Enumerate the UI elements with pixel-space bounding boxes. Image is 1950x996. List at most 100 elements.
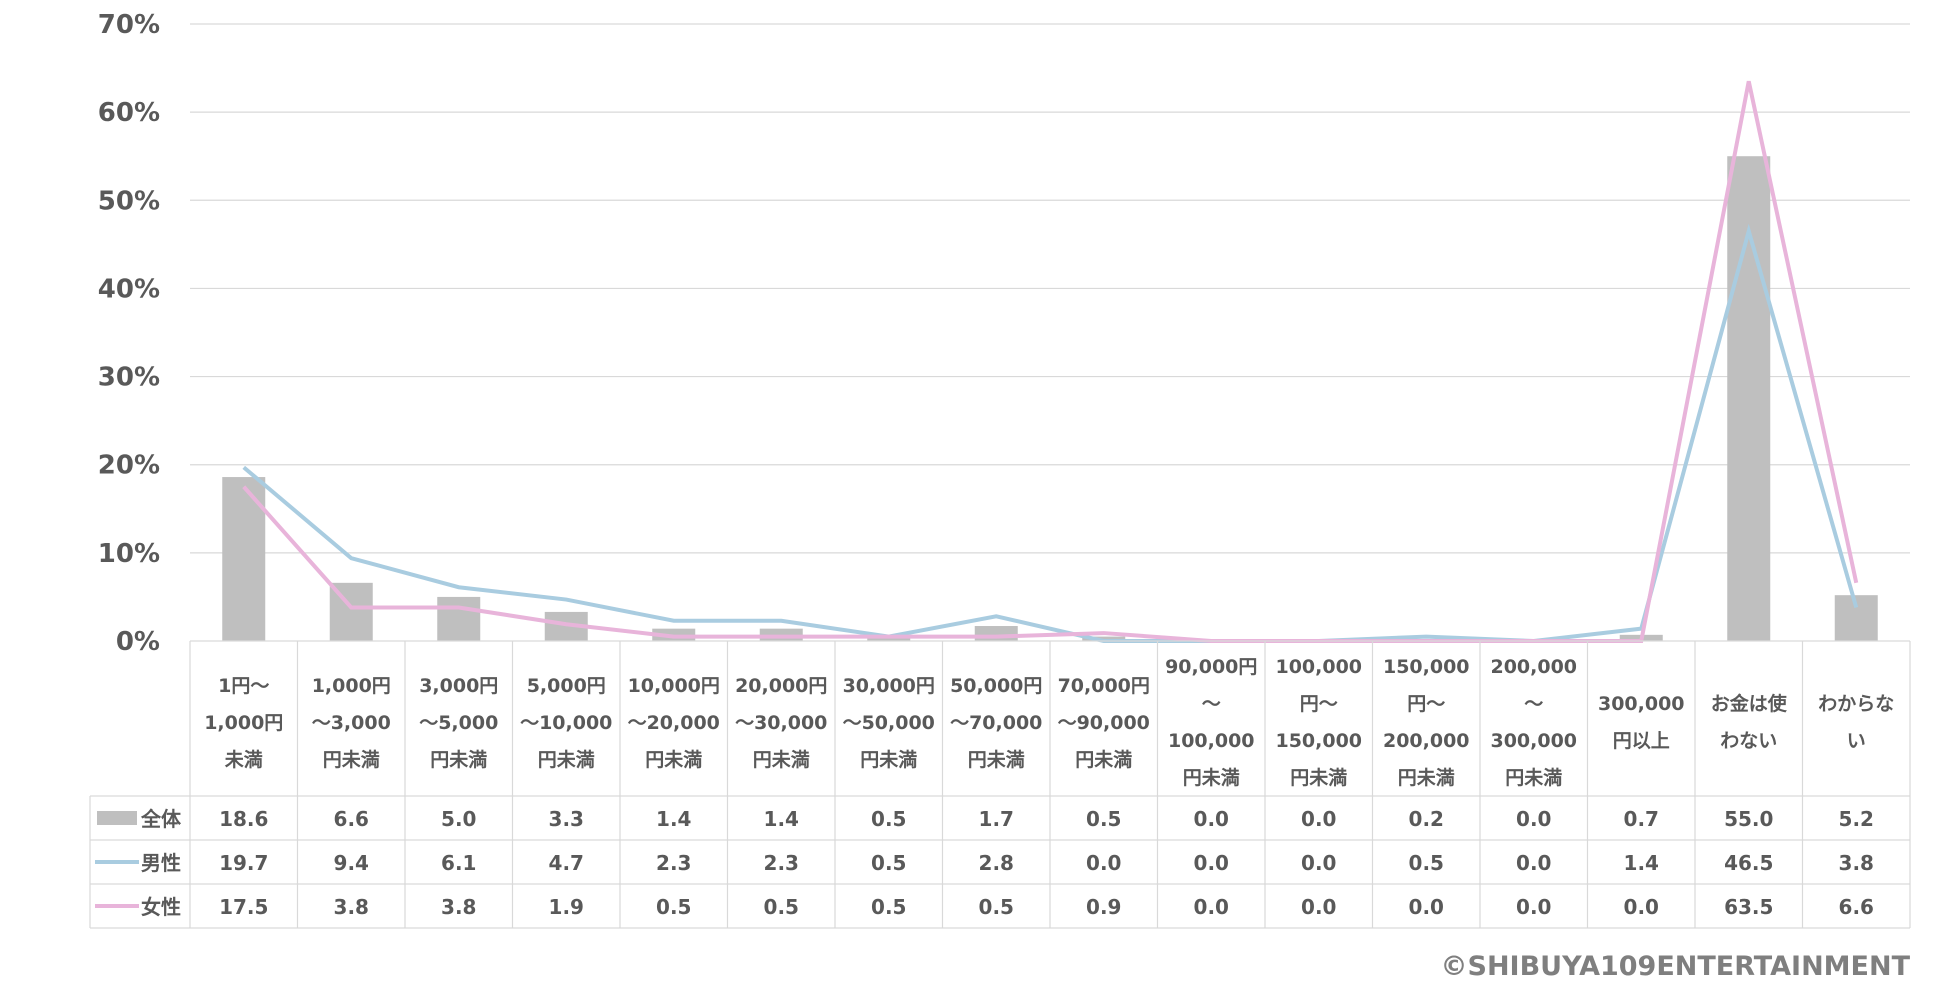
table-cell: 0.5 (979, 895, 1014, 919)
y-tick-label: 60% (98, 98, 160, 128)
legend-label: 女性 (141, 895, 181, 919)
category-label-line: 150,000 (1383, 656, 1470, 678)
legend-label: 男性 (141, 851, 181, 875)
y-axis-ticks: 0% 10% 20% 30% 40% 50% 60% 70% (98, 10, 160, 657)
category-label-line: 円～ (1407, 693, 1445, 715)
category-label: 200,000 ～ 300,000 円未満 (1490, 656, 1577, 789)
category-label-line: ～20,000 (628, 712, 720, 734)
table-cell: 0.5 (871, 807, 906, 831)
y-tick-label: 20% (98, 451, 160, 481)
table-cell: 19.7 (219, 851, 268, 875)
category-label: 300,000 円以上 (1598, 693, 1685, 752)
table-cell: 6.1 (441, 851, 476, 875)
table-cell: 3.8 (334, 895, 369, 919)
category-label-line: 1,000円 (312, 675, 391, 697)
table-cell: 1.4 (764, 807, 799, 831)
table-cell: 17.5 (219, 895, 268, 919)
category-label-line: ～70,000 (950, 712, 1042, 734)
series-line (242, 223, 1859, 644)
table-cell: 0.0 (1194, 851, 1229, 875)
category-label: 90,000円 ～ 100,000 円未満 (1165, 656, 1257, 789)
table-cell: 4.7 (549, 851, 584, 875)
category-label-line: ～90,000 (1058, 712, 1150, 734)
table-cell: 2.8 (979, 851, 1014, 875)
category-label-line: 円未満 (968, 748, 1025, 771)
category-label-line: い (1847, 730, 1866, 752)
category-label-line: 円～ (1300, 693, 1338, 715)
table-cell: 9.4 (334, 851, 369, 875)
table-cell: 0.2 (1409, 807, 1444, 831)
table-cell: 3.3 (549, 807, 584, 831)
category-label: 1円～ 1,000円未満 (204, 675, 283, 771)
legend-swatch (97, 811, 137, 825)
table-cell: 1.4 (1624, 851, 1659, 875)
category-label-line: 20,000円 (735, 675, 827, 697)
bar (974, 626, 1018, 641)
category-label-line: 円未満 (1183, 766, 1240, 789)
table-cell: 5.2 (1839, 807, 1874, 831)
table-cell: 0.0 (1194, 895, 1229, 919)
gridlines (190, 23, 1910, 554)
category-label: 150,000 円～ 200,000 円未満 (1383, 656, 1470, 789)
line-series (242, 80, 1859, 644)
category-label-line: 150,000 (1275, 730, 1362, 752)
category-label: 10,000円 ～20,000 円未満 (628, 675, 720, 771)
category-label: 20,000円 ～30,000 円未満 (735, 675, 827, 771)
table-cell: 0.0 (1516, 851, 1551, 875)
table-cell: 0.0 (1301, 807, 1336, 831)
category-label-line: 5,000円 (527, 675, 606, 697)
category-label-line: 円未満 (1290, 766, 1347, 789)
table-cell: 0.5 (764, 895, 799, 919)
category-label-line: ～5,000 (419, 712, 498, 734)
table-cell: 0.5 (871, 895, 906, 919)
table-cell: 2.3 (656, 851, 691, 875)
category-label-line: ～ (1524, 693, 1543, 715)
copyright-text: ©SHIBUYA109ENTERTAINMENT (1441, 951, 1911, 982)
category-label-line: ～30,000 (735, 712, 827, 734)
table-cell: 0.5 (1409, 851, 1444, 875)
table-cell: 55.0 (1724, 807, 1773, 831)
table-cell: 0.5 (1086, 807, 1121, 831)
category-label: 1,000円 ～3,000 円未満 (312, 675, 391, 771)
y-tick-label: 10% (98, 539, 160, 569)
table-cell: 1.4 (656, 807, 691, 831)
category-label-line: 3,000円 (419, 675, 498, 697)
category-label-line: 1,000円 (204, 712, 283, 734)
table-cell: 3.8 (441, 895, 476, 919)
category-label-line: 未満 (224, 748, 263, 771)
category-label-line: 円未満 (1505, 766, 1562, 789)
category-label-line: ～ (1202, 693, 1221, 715)
series-line (242, 80, 1859, 643)
table-cell: 1.9 (549, 895, 584, 919)
y-tick-label: 0% (116, 627, 160, 657)
category-label: 70,000円 ～90,000 円未満 (1058, 675, 1150, 771)
category-label-line: お金は使 (1711, 692, 1788, 715)
table-cell: 0.0 (1409, 895, 1444, 919)
y-tick-label: 70% (98, 10, 160, 40)
table-cell: 0.0 (1516, 807, 1551, 831)
bar-series (222, 156, 1878, 641)
category-label-line: 90,000円 (1165, 656, 1257, 678)
category-label-line: 300,000 (1598, 693, 1685, 715)
table-cell: 2.3 (764, 851, 799, 875)
category-label: 3,000円 ～5,000 円未満 (419, 675, 498, 771)
table-cell: 18.6 (219, 807, 268, 831)
legend-label: 全体 (140, 807, 182, 831)
category-label-line: わからな (1818, 693, 1894, 715)
table-cell: 46.5 (1724, 851, 1773, 875)
y-tick-label: 50% (98, 186, 160, 216)
bar (437, 596, 481, 641)
table-cell: 6.6 (334, 807, 369, 831)
category-label-line: 円未満 (860, 748, 917, 771)
table-cell: 0.9 (1086, 895, 1121, 919)
table-cell: 6.6 (1839, 895, 1874, 919)
category-label-line: 70,000円 (1058, 675, 1150, 697)
category-label-line: 200,000 (1383, 730, 1470, 752)
category-label-line: 円未満 (1398, 766, 1455, 789)
table-cell: 5.0 (441, 807, 476, 831)
table-cell: 0.7 (1624, 807, 1659, 831)
y-tick-label: 40% (98, 274, 160, 304)
category-label-line: ～3,000 (312, 712, 391, 734)
category-label-line: 50,000円 (950, 675, 1042, 697)
